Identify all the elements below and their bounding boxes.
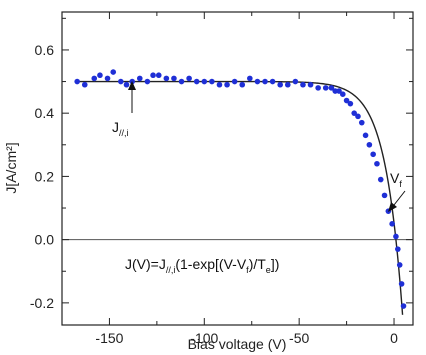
formula-part-3: )/T (249, 256, 267, 272)
data-point (343, 97, 350, 104)
x-tick-label: -100 (190, 330, 218, 346)
formula-part-4: ]) (271, 256, 280, 272)
formula-part-2: (1-exp[(V-V (175, 256, 246, 272)
data-point (377, 176, 384, 183)
axis-ticks (61, 12, 413, 325)
x-tick-label: -150 (95, 330, 123, 346)
data-point (347, 100, 354, 107)
data-point (315, 85, 321, 91)
data-point (307, 81, 314, 88)
data-point (269, 78, 276, 85)
data-point (216, 81, 223, 88)
data-point (97, 72, 103, 79)
data-point (247, 75, 253, 82)
data-point (163, 75, 170, 82)
y-tick-label: 0.2 (35, 168, 55, 184)
data-point (155, 72, 162, 79)
data-point (393, 233, 399, 240)
x-axis-label: Bias voltage (V) (188, 336, 287, 352)
data-point (178, 78, 185, 85)
data-point (224, 81, 230, 88)
data-point (292, 78, 299, 85)
data-point (81, 81, 88, 88)
data-point (400, 303, 407, 309)
y-tick-label: -0.2 (30, 295, 54, 311)
data-point (74, 78, 80, 85)
data-point (381, 192, 388, 199)
y-tick-label: 0.0 (35, 232, 55, 248)
data-point (209, 78, 215, 85)
data-point (277, 81, 283, 88)
data-point (362, 132, 369, 139)
vf-annotation: Vf (388, 170, 406, 212)
j-arrow-head (128, 81, 136, 90)
data-point (366, 141, 373, 148)
data-point (150, 72, 156, 79)
axis-tick-labels: -150 -100 -50 0 -0.2 0.0 0.2 0.4 0.6 (30, 42, 398, 346)
data-point (201, 78, 208, 85)
data-point (358, 119, 365, 126)
vf-annotation-main: V (390, 170, 400, 186)
data-point (370, 151, 376, 158)
data-point (231, 78, 238, 85)
formula-sub-2: f (246, 265, 249, 275)
formula-sub-3: e (266, 265, 271, 275)
data-point (144, 78, 151, 85)
data-point (351, 110, 357, 116)
data-point (322, 85, 329, 91)
data-point (239, 81, 246, 88)
data-point (262, 78, 268, 85)
vf-annotation-sub: f (399, 179, 402, 189)
j-annotation-text: J//,i (112, 119, 129, 138)
data-points (74, 69, 407, 309)
data-point (104, 75, 111, 82)
fit-curve (75, 80, 404, 315)
data-point (396, 262, 403, 268)
data-point (254, 78, 261, 85)
data-point (186, 75, 192, 82)
j-annotation-main: J (112, 119, 119, 135)
vf-arrow-shaft (393, 190, 406, 206)
data-point (398, 281, 405, 287)
data-point (284, 81, 291, 88)
data-point (336, 88, 342, 94)
vf-arrow-head (388, 202, 397, 212)
data-point (91, 75, 98, 82)
data-point (171, 75, 177, 82)
data-point (395, 246, 401, 252)
vf-annotation-text: Vf (390, 170, 402, 189)
fit-formula: J(V)=J//,i(1-exp[(V-Vf)/Te]) (125, 256, 279, 275)
data-point (300, 81, 306, 88)
data-point (136, 75, 143, 82)
formula-sub-1: //,i (166, 265, 176, 275)
x-tick-label: -50 (289, 330, 309, 346)
y-axis-label: J[A/cm²] (3, 142, 19, 193)
y-tick-label: 0.6 (35, 42, 55, 58)
plot-frame (61, 11, 414, 326)
formula-part-1: J(V)=J (125, 256, 166, 272)
y-tick-label: 0.4 (35, 105, 55, 121)
x-tick-label: 0 (390, 330, 398, 346)
data-point (374, 160, 380, 167)
data-point (118, 78, 124, 85)
data-point (193, 78, 200, 85)
data-point (340, 91, 346, 98)
data-point (328, 85, 335, 91)
data-point (110, 69, 117, 75)
j-annotation-sub: //,i (119, 128, 129, 138)
data-point (355, 113, 361, 120)
j-parallel-annotation: J//,i (112, 81, 136, 138)
data-point (123, 81, 130, 88)
data-point (389, 221, 395, 227)
